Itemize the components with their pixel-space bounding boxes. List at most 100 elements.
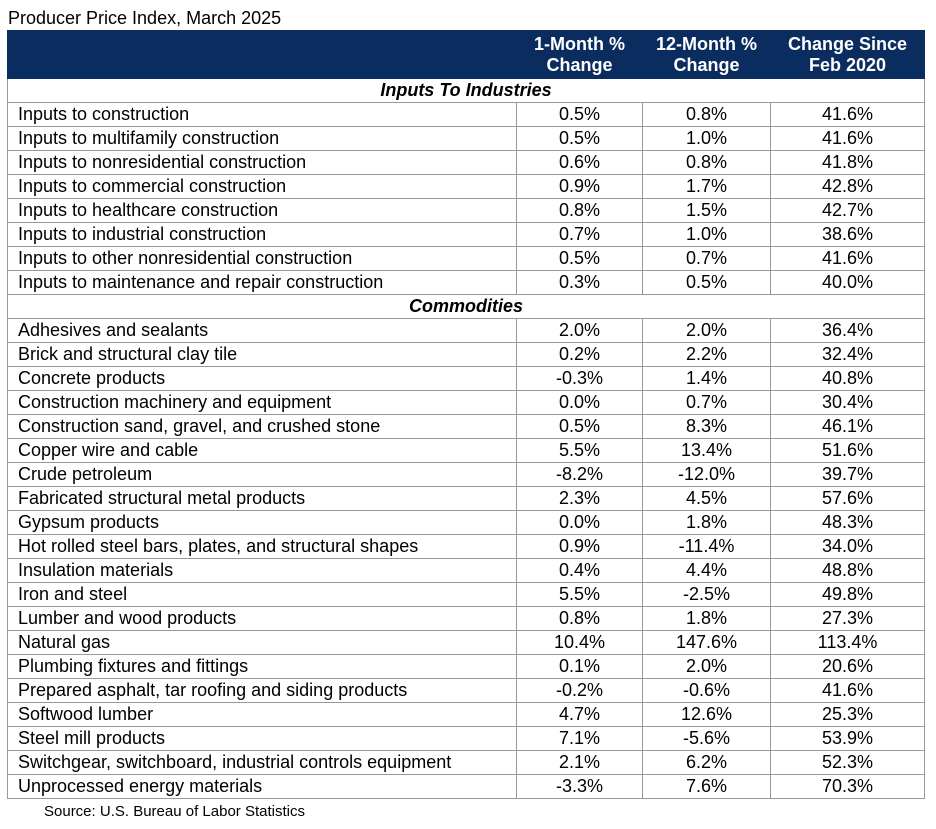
row-label: Inputs to industrial construction: [7, 222, 517, 247]
cell-value: 41.8%: [770, 150, 925, 175]
cell-value: 6.2%: [642, 750, 771, 775]
cell-value: -0.6%: [642, 678, 771, 703]
cell-value: 2.0%: [642, 318, 771, 343]
cell-value: 0.8%: [516, 606, 643, 631]
cell-value: 40.0%: [770, 270, 925, 295]
cell-value: 48.8%: [770, 558, 925, 583]
data-row: Inputs to maintenance and repair constru…: [7, 270, 925, 295]
row-label: Fabricated structural metal products: [7, 486, 517, 511]
data-row: Inputs to other nonresidential construct…: [7, 246, 925, 271]
cell-value: -11.4%: [642, 534, 771, 559]
cell-value: -8.2%: [516, 462, 643, 487]
cell-value: 34.0%: [770, 534, 925, 559]
cell-value: -0.3%: [516, 366, 643, 391]
section-row: Commodities: [7, 294, 925, 319]
row-label: Brick and structural clay tile: [7, 342, 517, 367]
data-row: Inputs to industrial construction 0.7% 1.0…: [7, 222, 925, 247]
cell-value: 30.4%: [770, 390, 925, 415]
row-label: Inputs to commercial construction: [7, 174, 517, 199]
section-title: Inputs To Industries: [7, 78, 925, 103]
row-label: Unprocessed energy materials: [7, 774, 517, 799]
cell-value: 52.3%: [770, 750, 925, 775]
row-label: Softwood lumber: [7, 702, 517, 727]
cell-value: 2.3%: [516, 486, 643, 511]
section-row: Inputs To Industries: [7, 78, 925, 103]
cell-value: 1.5%: [642, 198, 771, 223]
cell-value: 0.8%: [642, 102, 771, 127]
cell-value: 57.6%: [770, 486, 925, 511]
cell-value: 5.5%: [516, 438, 643, 463]
cell-value: 46.1%: [770, 414, 925, 439]
cell-value: 4.5%: [642, 486, 771, 511]
row-label: Gypsum products: [7, 510, 517, 535]
cell-value: 49.8%: [770, 582, 925, 607]
cell-value: 0.7%: [642, 390, 771, 415]
cell-value: 0.5%: [516, 414, 643, 439]
cell-value: 70.3%: [770, 774, 925, 799]
data-row: Construction machinery and equipment 0.0%…: [7, 390, 925, 415]
data-row: Inputs to construction 0.5% 0.8% 41.6%: [7, 102, 925, 127]
data-row: Unprocessed energy materials -3.3% 7.6% 70.…: [7, 774, 925, 799]
column-header: 12-Month % Change: [642, 30, 771, 79]
cell-value: 42.7%: [770, 198, 925, 223]
row-label: Insulation materials: [7, 558, 517, 583]
data-row: Construction sand, gravel, and crushed s…: [7, 414, 925, 439]
data-row: Adhesives and sealants 2.0% 2.0% 36.4%: [7, 318, 925, 343]
cell-value: -3.3%: [516, 774, 643, 799]
cell-value: 0.8%: [642, 150, 771, 175]
data-row: Brick and structural clay tile 0.2% 2.2% 32…: [7, 342, 925, 367]
cell-value: 41.6%: [770, 678, 925, 703]
cell-value: -2.5%: [642, 582, 771, 607]
column-header: Change Since Feb 2020: [770, 30, 925, 79]
row-label: Prepared asphalt, tar roofing and siding…: [7, 678, 517, 703]
cell-value: 0.9%: [516, 534, 643, 559]
cell-value: 1.0%: [642, 222, 771, 247]
cell-value: 7.1%: [516, 726, 643, 751]
cell-value: 147.6%: [642, 630, 771, 655]
cell-value: 0.3%: [516, 270, 643, 295]
cell-value: 0.0%: [516, 510, 643, 535]
cell-value: 0.5%: [516, 246, 643, 271]
data-row: Inputs to nonresidential construction 0.6…: [7, 150, 925, 175]
cell-value: 2.0%: [516, 318, 643, 343]
cell-value: 1.7%: [642, 174, 771, 199]
cell-value: 25.3%: [770, 702, 925, 727]
cell-value: 41.6%: [770, 102, 925, 127]
cell-value: 2.1%: [516, 750, 643, 775]
cell-value: 13.4%: [642, 438, 771, 463]
row-label: Plumbing fixtures and fittings: [7, 654, 517, 679]
cell-value: 1.4%: [642, 366, 771, 391]
row-label: Adhesives and sealants: [7, 318, 517, 343]
column-header: 1-Month % Change: [516, 30, 643, 79]
cell-value: 0.8%: [516, 198, 643, 223]
data-row: Prepared asphalt, tar roofing and siding…: [7, 678, 925, 703]
row-label: Construction machinery and equipment: [7, 390, 517, 415]
data-row: Insulation materials 0.4% 4.4% 48.8%: [7, 558, 925, 583]
section-title: Commodities: [7, 294, 925, 319]
cell-value: 2.0%: [642, 654, 771, 679]
cell-value: 7.6%: [642, 774, 771, 799]
title: Producer Price Index, March 2025: [8, 8, 282, 28]
data-row: Inputs to commercial construction 0.9% 1.7…: [7, 174, 925, 199]
row-label: Inputs to multifamily construction: [7, 126, 517, 151]
data-row: Iron and steel 5.5% -2.5% 49.8%: [7, 582, 925, 607]
data-row: Lumber and wood products 0.8% 1.8% 27.3%: [7, 606, 925, 631]
cell-value: 41.6%: [770, 126, 925, 151]
cell-value: 0.6%: [516, 150, 643, 175]
cell-value: 27.3%: [770, 606, 925, 631]
data-row: Hot rolled steel bars, plates, and struc…: [7, 534, 925, 559]
cell-value: 39.7%: [770, 462, 925, 487]
row-label: Hot rolled steel bars, plates, and struc…: [7, 534, 517, 559]
cell-value: 10.4%: [516, 630, 643, 655]
cell-value: 0.9%: [516, 174, 643, 199]
cell-value: -5.6%: [642, 726, 771, 751]
row-label: Lumber and wood products: [7, 606, 517, 631]
data-row: Inputs to healthcare construction 0.8% 1.5…: [7, 198, 925, 223]
cell-value: 0.2%: [516, 342, 643, 367]
cell-value: 1.8%: [642, 606, 771, 631]
cell-value: 51.6%: [770, 438, 925, 463]
cell-value: 1.0%: [642, 126, 771, 151]
data-row: Softwood lumber 4.7% 12.6% 25.3%: [7, 702, 925, 727]
data-row: Switchgear, switchboard, industrial cont…: [7, 750, 925, 775]
